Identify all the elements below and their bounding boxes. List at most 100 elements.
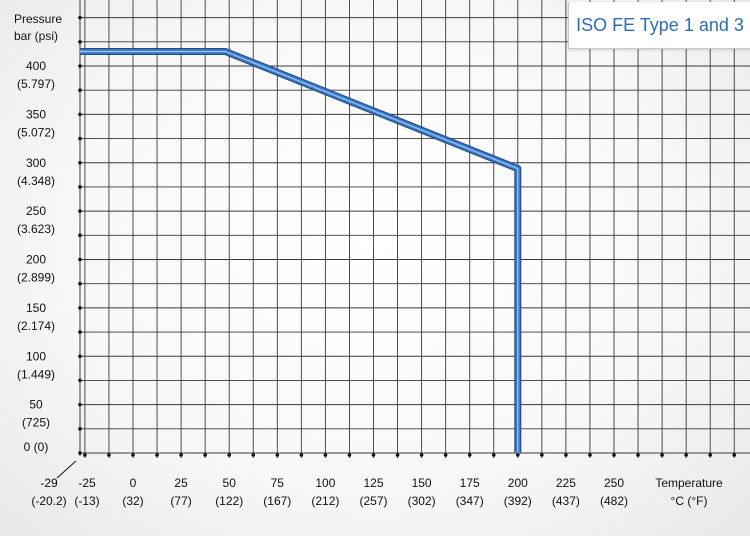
x-axis-label-line1: Temperature	[655, 476, 723, 490]
y-axis-tick-dot	[78, 402, 82, 407]
y-tick-label: 50	[29, 398, 43, 412]
y-tick-label-imperial: (5.797)	[17, 77, 55, 91]
x-tick-label: 225	[556, 476, 576, 490]
y-axis-tick-dot	[78, 281, 82, 286]
y-tick-label: 400	[26, 59, 46, 73]
y-axis-tick-dot	[78, 257, 82, 262]
x-axis-tick-dot	[564, 453, 568, 457]
y-axis-tick-dot	[78, 160, 82, 165]
x-tick-label: -29	[40, 476, 58, 490]
x-axis-tick-dot	[612, 453, 616, 457]
x-tick-label-imperial: (392)	[504, 494, 532, 508]
y-axis-tick-dot	[78, 233, 82, 238]
x-axis-tick-dot	[708, 453, 712, 457]
x-tick-label-imperial: (167)	[263, 494, 291, 508]
grid	[56, 0, 750, 479]
x-tick-label: 75	[271, 476, 285, 490]
series-line	[80, 48, 522, 453]
x-axis-tick-dot	[347, 453, 352, 457]
x-tick-label-imperial: (347)	[456, 494, 484, 508]
y-axis-tick-dot	[78, 15, 82, 20]
x-tick-label-imperial: (122)	[215, 494, 243, 508]
x-axis-tick-dot	[83, 453, 87, 457]
x-tick-label: 0	[130, 476, 137, 490]
y-axis-tick-dot	[78, 209, 82, 213]
x-tick-label-imperial: (-13)	[74, 494, 99, 508]
y-axis-label-line1: Pressure	[14, 12, 63, 26]
x-axis-tick-dot	[588, 453, 592, 457]
y-tick-label: 100	[26, 349, 46, 363]
x-tick-label: 100	[315, 476, 335, 490]
x-axis-tick-dot	[660, 453, 664, 457]
y-tick-label-imperial: (5.072)	[17, 125, 55, 139]
x-tick-label: 250	[604, 476, 624, 490]
y-axis-tick-dot	[78, 427, 82, 431]
x-tick-label-imperial: (212)	[311, 494, 339, 508]
x-axis-label-line2: °C (°F)	[671, 494, 708, 508]
y-tick-label-imperial: (4.348)	[17, 174, 55, 188]
x-axis-tick-dot	[419, 453, 424, 457]
x-axis-tick-dot	[179, 453, 183, 457]
x-tick-label-imperial: (302)	[408, 494, 436, 508]
x-tick-label: -25	[78, 476, 96, 490]
x-tick-label: 150	[412, 476, 432, 490]
y-tick-labels: 0 (0) 50 (725) 100 (1.449) 150 (2.174) 200 (2.89…	[17, 59, 55, 454]
y-tick-label: 250	[26, 204, 46, 218]
y-tick-label: 200	[26, 253, 46, 267]
series-line-outline	[80, 48, 522, 453]
y-axis-tick-dot	[78, 330, 82, 334]
series-line-path	[80, 49, 521, 453]
y-axis-tick-dot	[78, 88, 82, 92]
x-tick-label-imperial: (257)	[359, 494, 387, 508]
y-tick-label-imperial: (2.899)	[17, 271, 55, 285]
y-tick-label-imperial: (2.174)	[17, 319, 55, 333]
x-tick-label: 25	[174, 476, 188, 490]
y-tick-label-imperial: (3.623)	[17, 222, 55, 236]
x-tick-labels: -29 (-20.2) -25 (-13) 0 (32) 25 (77) 50 (122) 75 (1…	[31, 476, 628, 508]
x-tick-label: 200	[508, 476, 528, 490]
x-axis-tick-dot	[371, 453, 376, 457]
x-axis-tick-dot	[684, 453, 688, 457]
x-axis-tick-dot	[467, 453, 472, 457]
x-axis-tick-dot	[227, 453, 231, 457]
x-tick-label-imperial: (437)	[552, 494, 580, 508]
x-axis-tick-dot	[131, 453, 135, 457]
x-axis-tick-dot	[275, 453, 280, 457]
x-tick-label-imperial: (-20.2)	[31, 494, 66, 508]
y-tick-label: 300	[26, 156, 46, 170]
x-axis-tick-dot	[732, 453, 737, 457]
y-tick-label: 350	[26, 107, 46, 121]
y-axis-tick-dot	[78, 451, 82, 455]
x-axis-tick-dot	[323, 453, 328, 457]
y-axis-tick-dot	[78, 306, 82, 310]
y-tick-label: 0 (0)	[24, 440, 49, 454]
y-axis-tick-dot	[78, 40, 82, 44]
y-axis-tick-dot	[78, 64, 82, 68]
x-axis-tick-dot	[203, 453, 207, 457]
y-axis-tick-dot	[78, 185, 82, 189]
y-axis-tick-dot	[78, 378, 82, 383]
y-axis-tick-dot	[78, 354, 82, 359]
x-axis-tick-dot	[299, 453, 304, 457]
chart-title: ISO FE Type 1 and 3	[576, 14, 744, 35]
x-axis-tick-dot	[516, 453, 520, 457]
x-tick-label-imperial: (77)	[170, 494, 191, 508]
series-line-highlight	[80, 50, 519, 453]
x-axis-tick-dot	[491, 453, 496, 457]
x-axis-tick-dot	[540, 453, 544, 457]
x-axis-tick-dot	[636, 453, 640, 457]
y-tick-label-imperial: (1.449)	[17, 367, 55, 381]
y-axis-tick-dot	[78, 136, 82, 141]
y-axis-tick-dot	[78, 112, 82, 117]
x-axis-tick-dot	[107, 453, 111, 457]
y-tick-label: 150	[26, 301, 46, 315]
y-tick-label-imperial: (725)	[22, 416, 50, 430]
x-axis-tick-dot	[395, 453, 400, 457]
y-axis-label-line2: bar (psi)	[14, 29, 59, 43]
x-tick-label: 50	[223, 476, 237, 490]
x-axis-tick-dot	[251, 453, 256, 457]
x-tick-label: 175	[460, 476, 480, 490]
x-tick-label: 125	[363, 476, 383, 490]
x-tick-label-imperial: (482)	[600, 494, 628, 508]
